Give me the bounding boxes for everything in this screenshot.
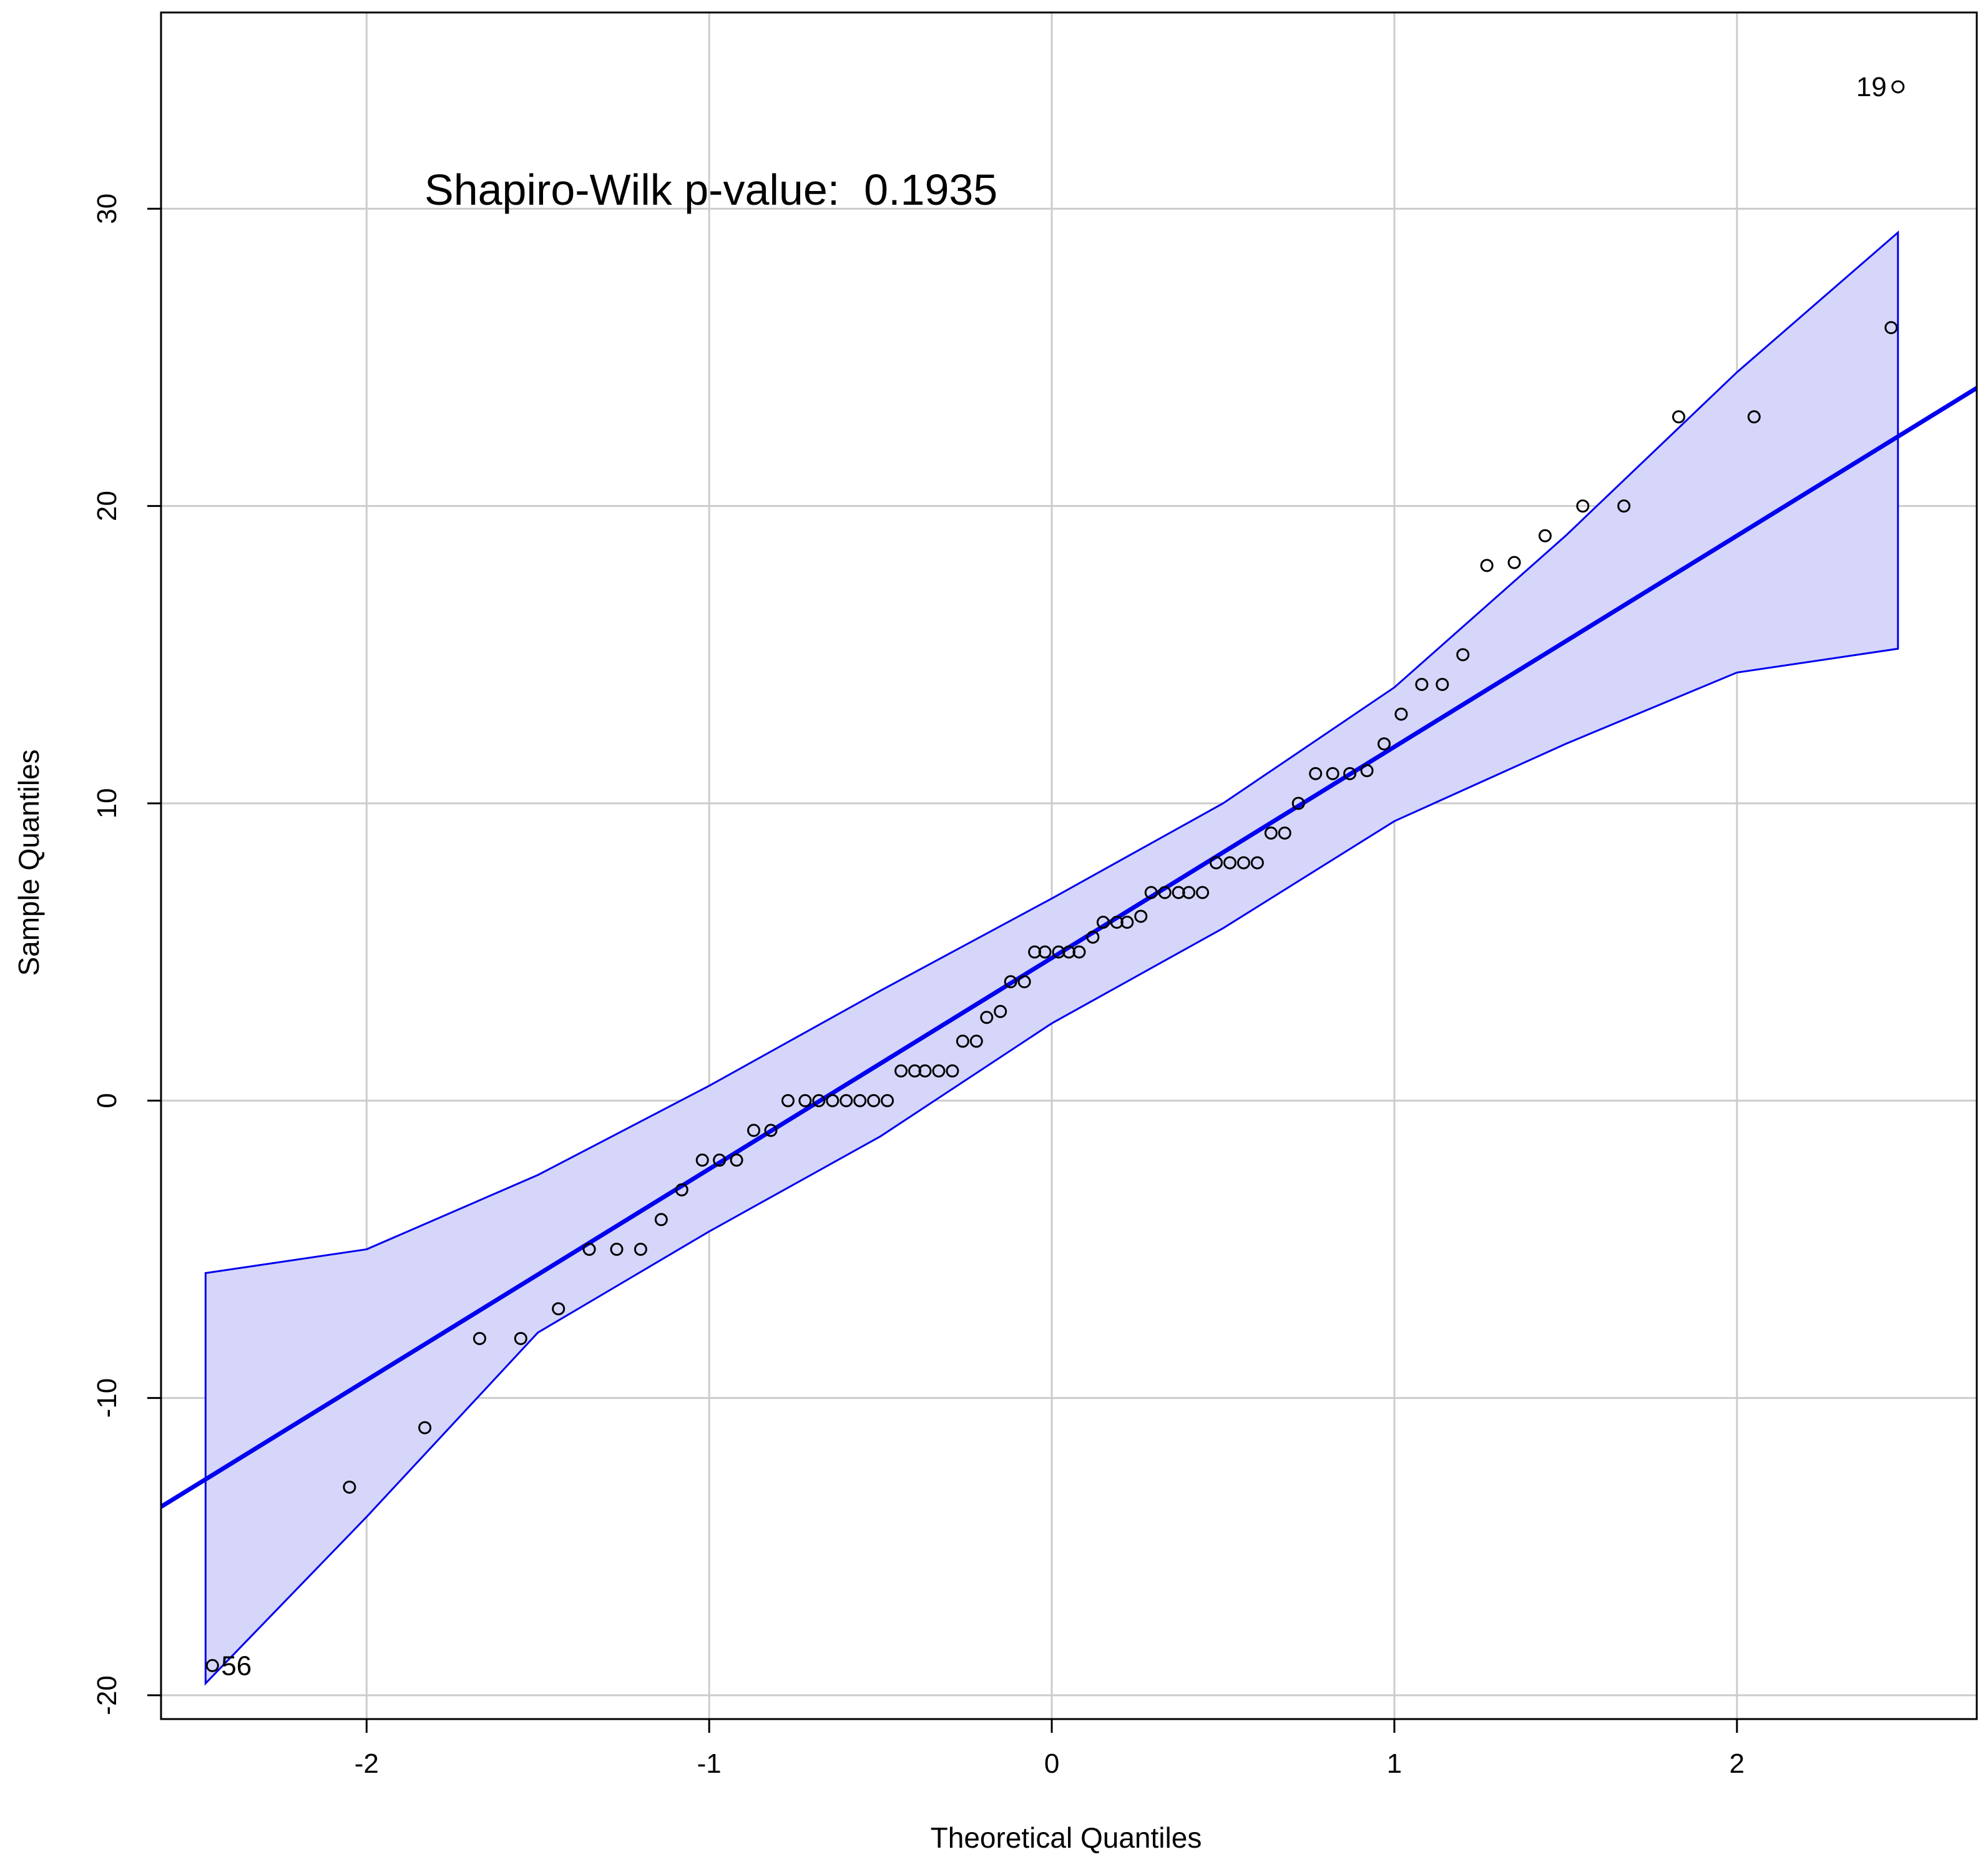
y-tick-label: -10 — [92, 1378, 122, 1418]
data-point — [1052, 945, 1065, 959]
data-point — [853, 1094, 867, 1107]
data-point — [798, 1094, 812, 1107]
data-point — [1158, 886, 1172, 899]
y-tick-label: 20 — [92, 491, 122, 521]
data-point — [969, 1034, 983, 1048]
data-points: 56 19 — [205, 72, 1905, 1681]
data-point — [932, 1064, 946, 1078]
data-point — [840, 1094, 853, 1107]
grid — [161, 12, 1977, 1719]
data-point — [1538, 529, 1552, 542]
data-point — [1134, 909, 1148, 923]
data-point — [1672, 410, 1685, 424]
data-point — [1250, 856, 1264, 870]
data-point — [980, 1011, 994, 1024]
data-point — [473, 1331, 486, 1345]
data-point — [713, 1154, 727, 1167]
data-point — [867, 1094, 881, 1107]
data-point — [1196, 886, 1210, 899]
data-point — [1017, 975, 1031, 989]
plot-frame — [160, 11, 1978, 1720]
data-point — [1096, 915, 1110, 929]
data-point — [1415, 677, 1429, 691]
data-point — [918, 1064, 932, 1078]
data-point — [1456, 648, 1470, 662]
data-point — [1326, 767, 1339, 780]
data-point — [956, 1034, 969, 1048]
data-point — [514, 1331, 527, 1345]
data-point — [343, 1480, 356, 1494]
data-point — [1062, 945, 1075, 959]
data-point — [1507, 556, 1521, 569]
data-point — [582, 1242, 596, 1256]
y-axis-label: Sample Quantiles — [12, 749, 45, 976]
data-point — [1309, 767, 1323, 780]
x-axis: -2 -1 0 1 2 — [355, 1719, 1745, 1779]
data-point — [1394, 707, 1408, 721]
data-point — [654, 1213, 668, 1227]
data-point — [634, 1242, 647, 1256]
data-point — [1480, 559, 1494, 572]
data-point — [894, 1064, 908, 1078]
data-point — [610, 1242, 624, 1256]
data-point — [1884, 321, 1898, 335]
data-point — [946, 1064, 959, 1078]
data-point — [747, 1124, 761, 1137]
data-point — [730, 1154, 743, 1167]
y-tick-label: -20 — [92, 1675, 122, 1715]
data-point — [1072, 945, 1086, 959]
x-tick-label: -1 — [697, 1748, 722, 1779]
data-point — [994, 1004, 1007, 1018]
data-point — [1223, 856, 1236, 870]
data-point — [881, 1094, 894, 1107]
data-point — [1086, 930, 1100, 944]
data-point — [1377, 737, 1391, 751]
data-point — [1144, 886, 1158, 899]
data-point — [826, 1094, 840, 1107]
reference-line — [160, 386, 1978, 1509]
y-tick-label: 10 — [92, 788, 122, 818]
shapiro-wilk-annotation: Shapiro-Wilk p-value: 0.1935 — [424, 165, 997, 214]
data-point — [764, 1124, 778, 1137]
data-point — [1264, 826, 1278, 840]
point-label: 19 — [1856, 72, 1887, 102]
reference-line-path — [160, 386, 1978, 1509]
x-tick-label: 0 — [1044, 1748, 1059, 1779]
data-point — [1617, 499, 1631, 513]
x-tick-label: 2 — [1730, 1748, 1745, 1779]
data-point — [1360, 764, 1374, 778]
data-point — [1038, 945, 1052, 959]
data-point — [1278, 826, 1291, 840]
data-point — [1004, 975, 1017, 989]
data-point — [1210, 856, 1223, 870]
data-point — [1343, 767, 1357, 780]
data-point — [675, 1183, 688, 1197]
y-tick-label: 30 — [92, 194, 122, 224]
data-point — [1436, 677, 1449, 691]
y-axis: -20 -10 0 10 20 30 — [92, 194, 161, 1715]
point-label: 56 — [221, 1650, 252, 1681]
data-point — [781, 1094, 795, 1107]
x-axis-label: Theoretical Quantiles — [931, 1821, 1202, 1854]
data-point — [1576, 499, 1590, 513]
data-point — [1747, 410, 1761, 424]
data-point — [1182, 886, 1196, 899]
data-point — [812, 1094, 826, 1107]
data-point — [205, 1659, 219, 1672]
data-point — [552, 1302, 566, 1316]
data-point — [1110, 915, 1124, 929]
data-point — [1236, 856, 1250, 870]
data-point — [1120, 915, 1134, 929]
data-point — [1291, 796, 1305, 810]
x-tick-label: -2 — [355, 1748, 379, 1779]
data-point — [1891, 80, 1905, 94]
x-tick-label: 1 — [1387, 1748, 1402, 1779]
data-point — [418, 1421, 432, 1434]
data-point — [695, 1154, 709, 1167]
y-tick-label: 0 — [92, 1093, 122, 1108]
data-point — [1172, 886, 1185, 899]
data-point — [908, 1064, 922, 1078]
data-point — [1028, 945, 1042, 959]
